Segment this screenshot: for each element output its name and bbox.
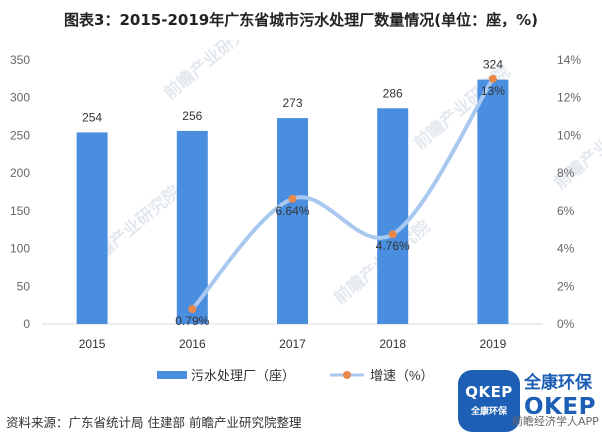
right-axis: 0% 2% 4% 6% 8% 10% 12% 14% — [557, 53, 581, 331]
bar-value-label: 254 — [82, 110, 102, 124]
bar — [377, 108, 409, 324]
x-tick-label: 2019 — [480, 337, 507, 351]
watermark-layer: 前瞻产业研究院前瞻产业研究院前瞻产业研究院前瞻产业研究院前瞻产业研究院 — [80, 40, 602, 309]
bar-value-label: 256 — [182, 109, 202, 123]
x-tick-label: 2015 — [79, 337, 106, 351]
left-tick-label: 300 — [10, 91, 30, 105]
left-tick-label: 200 — [10, 166, 30, 180]
brand-cn: 全康环保 — [524, 373, 592, 393]
growth-marker — [188, 305, 197, 314]
x-tick-label: 2018 — [379, 337, 406, 351]
legend-bar-label: 污水处理厂（座） — [191, 368, 295, 383]
right-tick-label: 0% — [557, 317, 575, 331]
legend-line-marker — [343, 371, 351, 379]
left-tick-label: 250 — [10, 128, 30, 142]
right-tick-label: 10% — [557, 128, 581, 142]
chart-title: 图表3：2015-2019年广东省城市污水处理厂数量情况(单位：座，%) — [64, 11, 538, 29]
growth-line — [190, 76, 495, 312]
left-axis: 0 50 100 150 200 250 300 350 — [10, 53, 30, 331]
left-tick-label: 100 — [10, 242, 30, 256]
bar-value-label: 286 — [383, 86, 403, 100]
bar-data-labels: 254 256 273 286 324 — [82, 58, 503, 125]
growth-value-label: 0.79% — [175, 314, 209, 328]
watermark-text: 前瞻产业研究院 — [160, 40, 265, 104]
legend-line-label: 增速（%） — [370, 368, 434, 383]
qkep-logo-icon: QKEP 全康环保 — [458, 370, 520, 432]
right-tick-label: 12% — [557, 91, 581, 105]
x-tick-label: 2017 — [279, 337, 306, 351]
bar — [176, 130, 208, 324]
bar-value-label: 273 — [282, 96, 302, 110]
left-tick-label: 150 — [10, 204, 30, 218]
left-tick-label: 50 — [17, 279, 31, 293]
logo-badge-big: QKEP — [465, 383, 513, 401]
bar — [477, 79, 509, 325]
left-tick-label: 350 — [10, 53, 30, 67]
app-note: 前瞻经济学人APP — [512, 415, 599, 428]
bar-series — [76, 79, 509, 325]
combo-chart: 前瞻产业研究院前瞻产业研究院前瞻产业研究院前瞻产业研究院前瞻产业研究院 0 50 1… — [10, 40, 602, 383]
growth-data-labels: 0.79% 6.64% 4.76% 13% — [175, 84, 505, 328]
right-tick-label: 14% — [557, 53, 581, 67]
growth-value-label: 4.76% — [376, 239, 410, 253]
bar — [76, 132, 108, 324]
growth-value-label: 6.64% — [275, 204, 309, 218]
x-axis: 2015 2016 2017 2018 2019 — [79, 337, 507, 351]
growth-marker — [288, 194, 297, 203]
right-tick-label: 4% — [557, 242, 575, 256]
bar — [277, 118, 308, 324]
right-tick-label: 2% — [557, 279, 575, 293]
left-tick-label: 0 — [23, 317, 30, 331]
footer: 资料来源：广东省统计局 住建部 前瞻产业研究院整理 QKEP 全康环保 全康环保… — [0, 370, 602, 439]
source-note: 资料来源：广东省统计局 住建部 前瞻产业研究院整理 — [6, 415, 302, 430]
right-tick-label: 8% — [557, 166, 575, 180]
growth-value-label: 13% — [481, 84, 505, 98]
x-tick-label: 2016 — [179, 337, 206, 351]
legend-bar-swatch — [157, 371, 187, 379]
legend: 污水处理厂（座） 增速（%） — [157, 368, 434, 383]
brand-en: OKEP — [524, 394, 596, 420]
logo-badge-small: 全康环保 — [470, 407, 507, 417]
growth-markers — [188, 74, 497, 314]
growth-marker — [388, 230, 397, 239]
growth-marker — [488, 74, 497, 83]
right-tick-label: 6% — [557, 204, 575, 218]
brand-wordmark: 全康环保 OKEP — [524, 372, 602, 420]
bar-value-label: 324 — [483, 58, 503, 72]
